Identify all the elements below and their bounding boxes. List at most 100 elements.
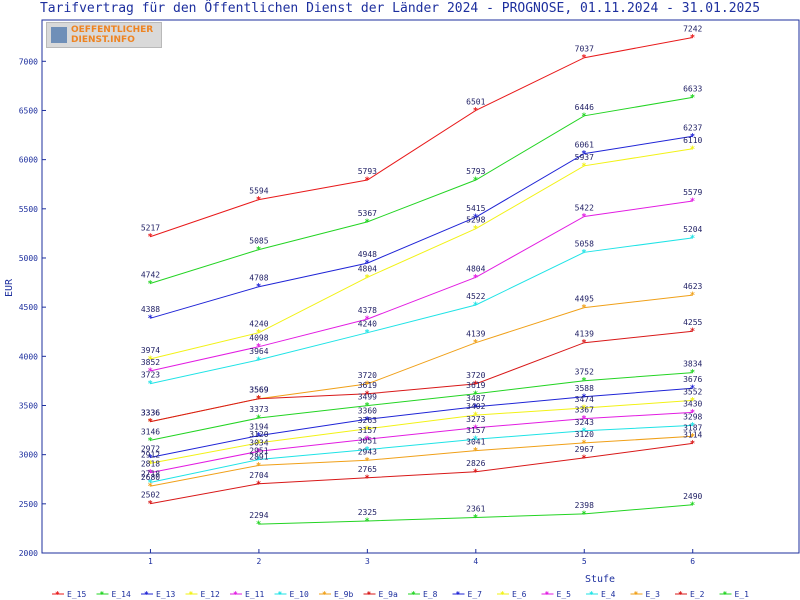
data-label: 5058 xyxy=(575,239,594,248)
series-line xyxy=(150,96,693,284)
x-axis: 1 2 3 4 5 6 xyxy=(148,549,695,566)
legend-entry: E_2 xyxy=(690,590,705,599)
data-label: 3114 xyxy=(683,430,702,439)
data-label: 3157 xyxy=(466,426,485,435)
data-point: * xyxy=(256,196,261,206)
data-label: 3720 xyxy=(358,371,377,380)
data-label: 3367 xyxy=(575,406,594,415)
data-label: 3051 xyxy=(358,437,377,446)
data-point: * xyxy=(690,234,695,244)
legend-marker: * xyxy=(55,590,60,599)
data-point: * xyxy=(473,380,478,390)
data-label: 3402 xyxy=(466,402,485,411)
data-point: * xyxy=(690,93,695,103)
data-point: * xyxy=(147,380,152,390)
legend-marker: * xyxy=(456,590,461,599)
data-point: * xyxy=(256,329,261,339)
x-tick-label: 4 xyxy=(473,557,478,566)
data-point: * xyxy=(147,436,152,446)
data-labels: 5217 5594 5793 6501 7037 7242 4742 5085 5367 5793… xyxy=(141,25,703,521)
data-point: * xyxy=(256,480,261,490)
data-label: 6061 xyxy=(575,141,594,150)
legend-marker: * xyxy=(411,590,416,599)
data-label: 5367 xyxy=(358,209,377,218)
data-point: * xyxy=(147,233,152,243)
data-point: * xyxy=(256,432,261,442)
series-line xyxy=(150,294,693,423)
data-point: * xyxy=(256,283,261,293)
plot-area-border xyxy=(41,19,800,554)
data-label: 5793 xyxy=(466,167,485,176)
data-point: * xyxy=(364,425,369,435)
legend-marker: * xyxy=(589,590,594,599)
x-tick-label: 5 xyxy=(582,557,587,566)
data-point: * xyxy=(147,500,152,510)
data-point: * xyxy=(364,273,369,283)
legend-marker: * xyxy=(322,590,327,599)
series-line xyxy=(150,37,693,238)
x-tick-label: 6 xyxy=(690,557,695,566)
data-point: * xyxy=(473,424,478,434)
legend-entry: E_4 xyxy=(601,590,616,599)
data-point: * xyxy=(364,517,369,527)
data-label: 2680 xyxy=(141,473,160,482)
legend-entry: E_14 xyxy=(112,590,131,599)
data-label: 2951 xyxy=(249,446,268,455)
data-label: 3243 xyxy=(575,418,594,427)
data-label: 4139 xyxy=(575,330,594,339)
data-label: 5204 xyxy=(683,225,702,234)
data-label: 5937 xyxy=(575,153,594,162)
data-label: 2826 xyxy=(466,459,485,468)
data-point: * xyxy=(690,369,695,379)
data-point: * xyxy=(473,447,478,457)
data-label: 3157 xyxy=(358,426,377,435)
data-label: 6110 xyxy=(683,136,702,145)
data-point: * xyxy=(147,459,152,469)
data-point: * xyxy=(690,439,695,449)
x-axis-label: Stufe xyxy=(585,574,615,585)
data-label: 3499 xyxy=(358,393,377,402)
legend-entry: E_5 xyxy=(557,590,572,599)
data-point: * xyxy=(364,402,369,412)
x-tick-label: 2 xyxy=(256,557,261,566)
legend-marker: * xyxy=(367,590,372,599)
legend-marker: * xyxy=(500,590,505,599)
x-tick-label: 1 xyxy=(148,557,153,566)
data-label: 3041 xyxy=(466,438,485,447)
legend-marker: * xyxy=(678,590,683,599)
data-label: 2502 xyxy=(141,491,160,500)
data-label: 2818 xyxy=(141,460,160,469)
data-point: * xyxy=(147,453,152,463)
y-tick-label: 7000 xyxy=(19,57,38,66)
data-point: * xyxy=(364,474,369,484)
legend-entry: E_9b xyxy=(334,590,353,599)
data-point: * xyxy=(147,355,152,365)
series-line xyxy=(150,399,693,464)
data-label: 3588 xyxy=(575,384,594,393)
legend-entry: E_15 xyxy=(67,590,86,599)
data-label: 3120 xyxy=(249,430,268,439)
data-label: 3720 xyxy=(466,371,485,380)
logo-line-2: DIENST.INFO xyxy=(71,35,135,45)
series-line xyxy=(150,372,693,441)
data-label: 5579 xyxy=(683,188,702,197)
data-label: 3974 xyxy=(141,346,160,355)
data-point: * xyxy=(581,377,586,387)
data-point: * xyxy=(473,411,478,421)
data-label: 3120 xyxy=(575,430,594,439)
data-point: * xyxy=(581,212,586,222)
legend-entry: E_3 xyxy=(646,590,661,599)
data-point: * xyxy=(364,315,369,325)
data-point: * xyxy=(690,421,695,431)
data-point: * xyxy=(473,513,478,523)
data-point: * xyxy=(364,456,369,466)
data-label: 3676 xyxy=(683,375,702,384)
legend-marker: * xyxy=(723,590,728,599)
y-axis: 2000 2500 3000 3500 4000 4500 5000 5500 6000 6500… xyxy=(19,57,46,558)
data-label: 4378 xyxy=(358,306,377,315)
series-line xyxy=(150,135,693,319)
y-tick-label: 4000 xyxy=(19,352,38,361)
data-label: 4388 xyxy=(141,305,160,314)
data-point: * xyxy=(256,414,261,424)
data-label: 4742 xyxy=(141,270,160,279)
